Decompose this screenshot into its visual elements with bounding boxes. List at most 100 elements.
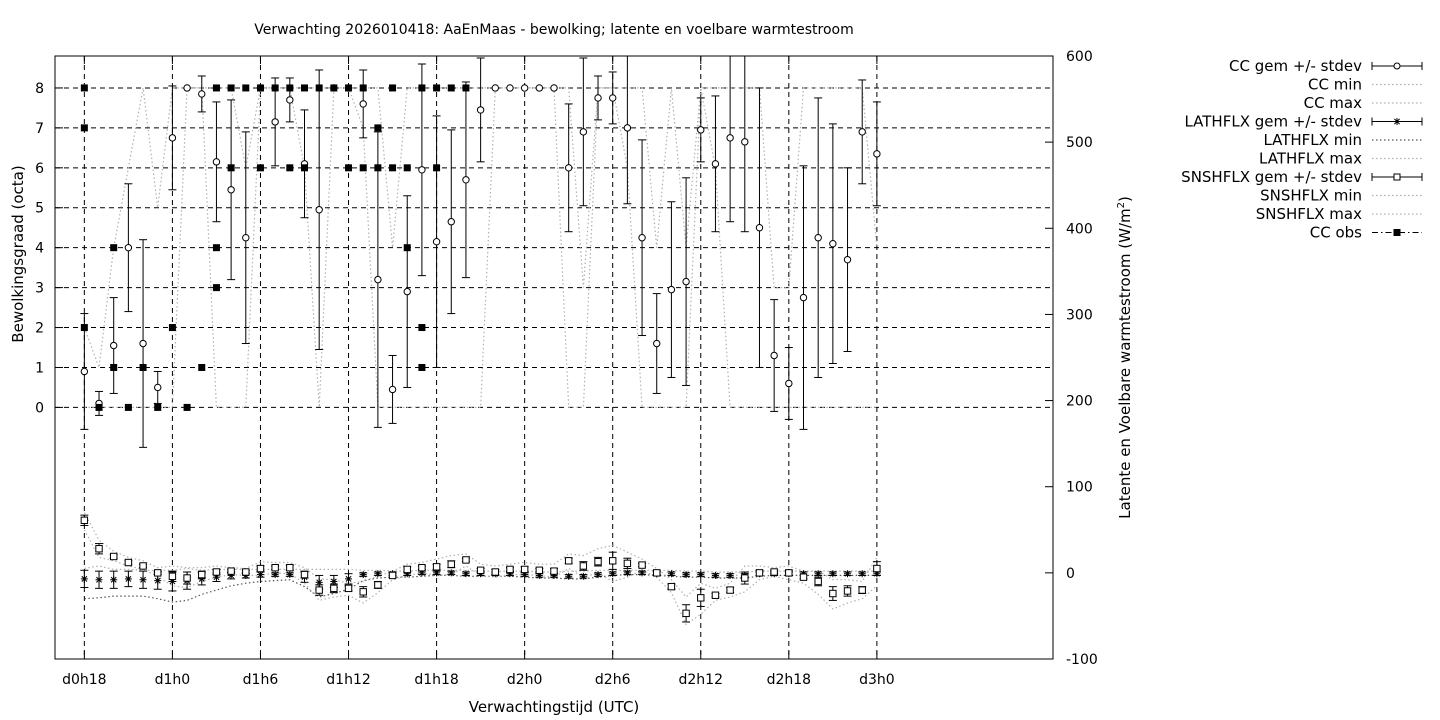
cc-mean-point: [638, 233, 646, 242]
y2-tick-label: 500: [1066, 135, 1093, 151]
cc-mean-point: [741, 138, 749, 146]
cc-obs-point: [418, 84, 426, 92]
cc-mean-point: [755, 224, 764, 232]
star-stroke: [462, 570, 469, 577]
snshflx-max-line: [83, 512, 878, 598]
y2-axis-label: Latente en Voelbare warmtestroom (W/m2): [1116, 196, 1134, 519]
snshflx-mean-point: [711, 591, 720, 599]
cc-mean-point: [829, 239, 837, 248]
cc-mean-point: [110, 341, 118, 350]
snshflx-mean-point: [506, 565, 514, 574]
cc-mean-point: [388, 385, 397, 394]
cc-mean-point: [183, 84, 191, 92]
legend-label: SNSHFLX min: [1260, 187, 1362, 205]
cc-obs-point: [212, 84, 220, 92]
cc-obs-point: [124, 403, 132, 411]
cc-mean-point: [609, 94, 617, 102]
legend-item: SNSHFLX min: [1260, 187, 1422, 205]
cc-obs-point: [183, 403, 191, 411]
lathflx-mean-point: [95, 576, 103, 584]
cc-mean-point: [462, 176, 470, 184]
lathflx-mean-point: [697, 571, 705, 579]
lathflx-mean-point: [682, 571, 690, 579]
cc-mean-point: [799, 293, 808, 302]
star-stroke: [125, 575, 132, 582]
cc-mean-point: [873, 150, 881, 158]
cc-obs-point: [227, 84, 235, 92]
cc-obs-point: [80, 324, 88, 332]
star-stroke: [580, 573, 587, 580]
cc-obs-point: [242, 84, 250, 92]
cc-obs-point: [168, 324, 176, 332]
snshflx-mean-point: [418, 563, 426, 572]
y-tick-label: 0: [35, 400, 44, 416]
cc-mean-point: [697, 126, 705, 134]
snshflx-mean-point: [271, 563, 279, 572]
cc-mean-point: [374, 275, 382, 284]
cc-obs-point: [95, 403, 103, 411]
cc-obs-point: [227, 164, 235, 172]
star-stroke: [272, 571, 279, 578]
star-stroke: [374, 570, 381, 577]
y2-tick-label: 400: [1066, 221, 1093, 237]
legend-item: SNSHFLX gem +/- stdev: [1181, 168, 1423, 186]
cc-obs-point: [418, 324, 426, 332]
snshflx-mean-point: [741, 574, 749, 582]
snshflx-mean-point: [638, 561, 646, 569]
snshflx-mean-point: [609, 557, 617, 565]
lathflx-mean-point: [154, 577, 162, 585]
cc-obs-point: [462, 84, 470, 92]
snshflx-mean-point: [388, 571, 397, 580]
y-tick-label: 4: [35, 241, 44, 257]
lathflx-mean-point: [345, 575, 353, 583]
snshflx-mean-point: [403, 565, 411, 574]
cc-obs-point: [315, 84, 323, 92]
cc-obs-point: [212, 284, 220, 292]
lathflx-mean-point: [844, 570, 852, 578]
lathflx-mean-point: [638, 569, 646, 577]
legend-label: LATHFLX gem +/- stdev: [1184, 113, 1362, 131]
lathflx-mean-point: [594, 571, 602, 579]
cc-obs-point: [359, 164, 367, 172]
star-stroke: [140, 576, 147, 583]
cc-obs-point: [271, 84, 279, 92]
star-stroke: [81, 575, 88, 582]
cc-mean-point: [80, 367, 89, 376]
star-stroke: [595, 571, 601, 578]
snshflx-mean-point: [110, 552, 118, 561]
snshflx-mean-point: [564, 557, 573, 565]
cc-mean-point: [447, 218, 455, 226]
y2-tick-label: 600: [1066, 49, 1093, 65]
snshflx-mean-point: [491, 568, 499, 576]
y2-axis-label-main: Latente en Voelbare warmtestroom (W/m: [1116, 208, 1134, 518]
cc-mean-point: [418, 166, 426, 174]
cc-mean-point: [168, 134, 177, 142]
cc-mean-point: [271, 118, 279, 126]
legend-marker: [1393, 118, 1401, 125]
snshflx-mean-point: [139, 562, 147, 570]
y-tick-label: 5: [35, 201, 44, 217]
cc-mean-point: [198, 90, 206, 98]
cc-obs-point: [110, 363, 118, 371]
cc-obs-point: [301, 164, 308, 172]
y2-axis-label-end: ): [1116, 196, 1134, 202]
cc-obs-point: [374, 164, 382, 172]
cc-obs-point: [256, 84, 264, 92]
star-stroke: [154, 577, 161, 584]
cc-obs-point: [256, 164, 264, 172]
cc-obs-point: [80, 124, 88, 132]
legend-label: CC gem +/- stdev: [1229, 57, 1362, 75]
cc-obs-point: [139, 363, 147, 371]
cc-obs-point: [198, 363, 206, 371]
cc-mean-point: [227, 186, 235, 194]
cc-mean-point: [315, 206, 323, 214]
legend-item: CC obs: [1310, 224, 1422, 242]
cc-mean-point: [594, 94, 602, 102]
lathflx-mean-point: [359, 571, 367, 579]
cc-obs-point: [374, 124, 382, 132]
cc-mean-point: [579, 128, 588, 136]
snshflx-mean-point: [682, 609, 690, 618]
cc-obs-point: [389, 84, 397, 92]
snshflx-mean-point: [623, 559, 632, 568]
